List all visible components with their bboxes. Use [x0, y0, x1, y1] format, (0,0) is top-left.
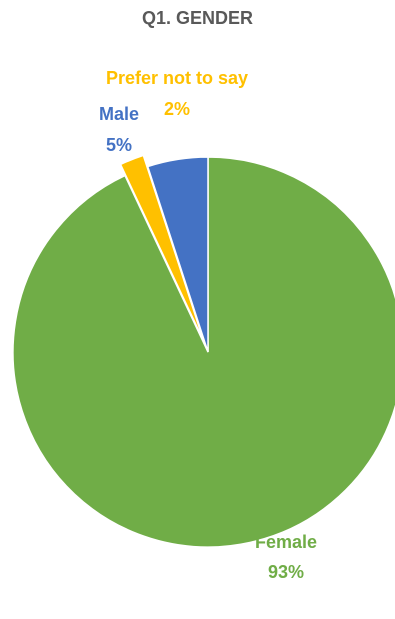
pie-slice-male — [146, 156, 209, 353]
slice-category-label: Male — [99, 104, 139, 124]
slice-value-label: 93% — [268, 562, 304, 582]
pie-slice-prefer-not-to-say — [119, 154, 205, 342]
pie-labels: Female 93% Prefer not to say 2% Male 5% — [99, 68, 317, 582]
slice-value-label: 2% — [164, 99, 190, 119]
pie-slices — [12, 154, 395, 548]
chart-title: Q1. GENDER — [141, 8, 254, 28]
slice-value-label: 5% — [106, 135, 132, 155]
slice-category-label: Prefer not to say — [106, 68, 248, 88]
slice-category-label: Female — [255, 532, 317, 552]
pie-slice-female — [12, 156, 395, 548]
